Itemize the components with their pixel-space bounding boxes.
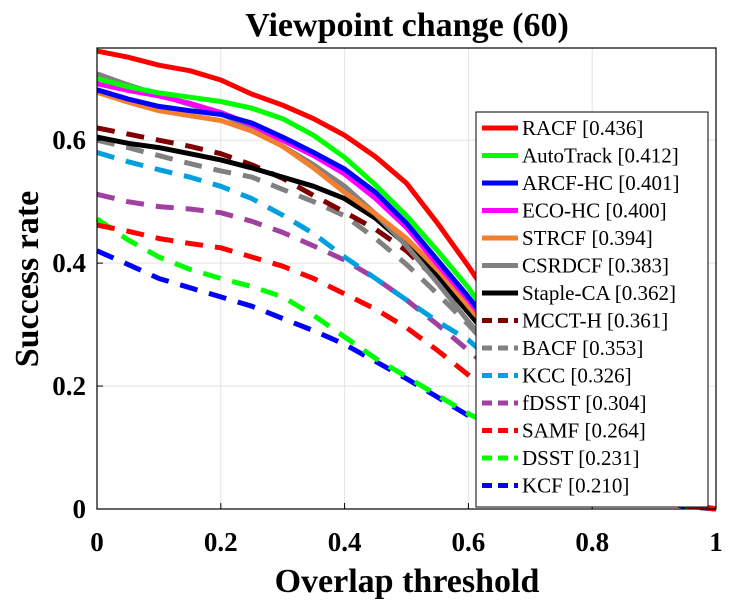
y-tick-label: 0.2 <box>52 371 86 401</box>
plot-frame <box>96 47 717 510</box>
legend-label: ARCF-HC [0.401] <box>522 171 680 195</box>
axes-box <box>96 47 717 510</box>
legend-label: AutoTrack [0.412] <box>522 144 679 168</box>
legend-label: Staple-CA [0.362] <box>522 281 676 305</box>
legend-label: BACF [0.353] <box>522 336 643 360</box>
legend-label: KCF [0.210] <box>522 474 629 498</box>
y-tick-label: 0.6 <box>52 125 86 155</box>
y-tick-label: 0.4 <box>52 248 86 278</box>
legend-label: ECO-HC [0.400] <box>522 199 667 223</box>
legend-label: STRCF [0.394] <box>522 226 653 250</box>
axis-ticks: 0 0.2 0.4 0.6 0.8 1 0 0.2 0.4 0.6 <box>52 125 723 557</box>
legend-label: fDSST [0.304] <box>522 391 646 415</box>
chart-title: Viewpoint change (60) <box>245 7 569 44</box>
legend-label: RACF [0.436] <box>522 116 643 140</box>
y-axis-label: Success rate <box>9 191 46 368</box>
legend-label: DSST [0.231] <box>522 446 639 470</box>
legend-box <box>475 111 709 508</box>
legend-label: CSRDCF [0.383] <box>522 254 669 278</box>
x-tick-label: 0 <box>90 527 104 557</box>
x-tick-label: 0.2 <box>204 527 238 557</box>
legend: RACF [0.436] AutoTrack [0.412] ARCF-HC [0.… <box>475 111 709 508</box>
legend-label: KCC [0.326] <box>522 364 632 388</box>
legend-label: SAMF [0.264] <box>522 419 646 443</box>
x-tick-label: 0.6 <box>452 527 486 557</box>
x-tick-label: 0.8 <box>575 527 609 557</box>
y-tick-label: 0 <box>73 494 87 524</box>
x-axis-label: Overlap threshold <box>275 563 540 600</box>
legend-label: MCCT-H [0.361] <box>522 309 668 333</box>
x-tick-label: 1 <box>709 527 723 557</box>
x-tick-label: 0.4 <box>328 527 362 557</box>
